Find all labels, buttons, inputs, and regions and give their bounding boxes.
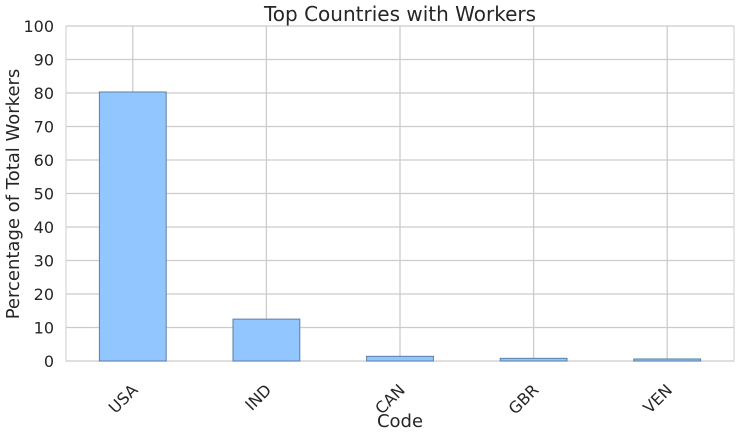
- y-tick-label: 40: [34, 218, 54, 237]
- y-tick-labels: 0 10 20 30 40 50 60 70 80 90 100: [23, 17, 54, 371]
- y-tick-label: 10: [34, 319, 54, 338]
- y-tick-label: 60: [34, 151, 54, 170]
- bars: [98, 91, 702, 362]
- y-tick-label: 20: [34, 285, 54, 304]
- bar-can: [366, 355, 434, 362]
- x-tick-label: USA: [105, 380, 142, 417]
- chart-title: Top Countries with Workers: [263, 2, 536, 26]
- x-tick-label: IND: [241, 380, 275, 414]
- bar-ven: [633, 358, 702, 362]
- x-tick-label: GBR: [505, 380, 543, 418]
- y-tick-label: 70: [34, 118, 54, 137]
- bar-gbr: [499, 357, 568, 362]
- x-tick-label: VEN: [639, 380, 676, 417]
- y-tick-label: 30: [34, 252, 54, 271]
- y-tick-label: 50: [34, 185, 54, 204]
- bar-usa: [98, 91, 167, 362]
- y-axis-label: Percentage of Total Workers: [3, 69, 24, 320]
- y-tick-label: 90: [34, 51, 54, 70]
- y-tick-label: 80: [34, 84, 54, 103]
- y-tick-label: 100: [23, 17, 54, 36]
- bar-ind: [232, 318, 301, 362]
- x-axis-label: Code: [377, 411, 423, 432]
- y-tick-label: 0: [44, 352, 54, 371]
